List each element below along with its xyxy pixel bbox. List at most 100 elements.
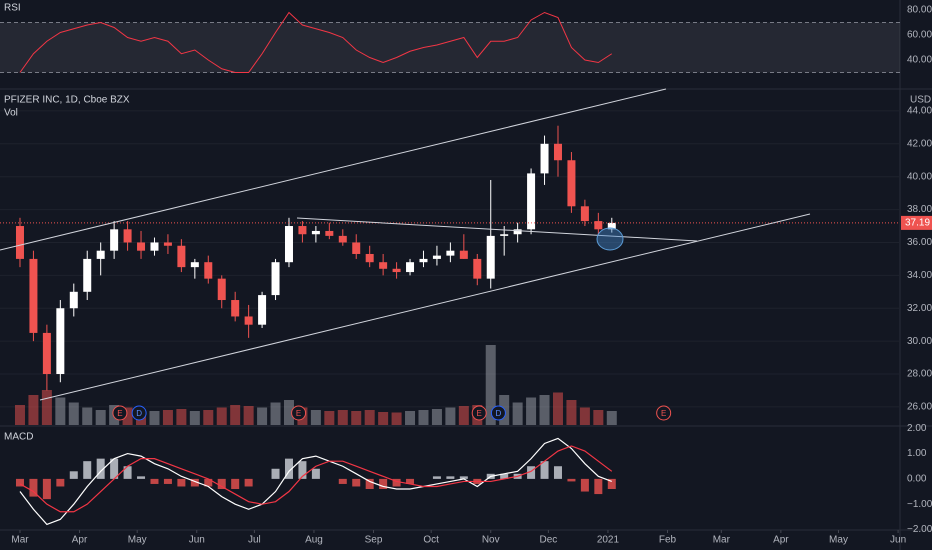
event-label: E bbox=[117, 409, 122, 418]
event-label: E bbox=[661, 409, 666, 418]
candle-body bbox=[123, 229, 132, 243]
macd-histogram-bar bbox=[284, 458, 293, 479]
event-marker bbox=[656, 405, 672, 421]
macd-histogram-bar bbox=[500, 473, 509, 479]
candle-body bbox=[298, 226, 307, 235]
macd-histogram-bar bbox=[311, 468, 320, 479]
macd-histogram-bar bbox=[163, 478, 172, 484]
volume-bar bbox=[593, 410, 604, 425]
candle-body bbox=[163, 242, 172, 246]
event-label: E bbox=[296, 409, 301, 418]
last-price-box bbox=[901, 215, 932, 230]
candle-body bbox=[325, 230, 334, 236]
candle-body bbox=[56, 308, 65, 375]
event-label: D bbox=[496, 409, 502, 418]
macd-histogram-bar bbox=[527, 466, 536, 479]
volume-bar bbox=[351, 411, 362, 425]
candle-body bbox=[365, 253, 374, 263]
macd-histogram-bar bbox=[177, 478, 186, 487]
event-label: D bbox=[136, 409, 142, 418]
y-tick-label: 60.00 bbox=[907, 30, 932, 41]
macd-histogram-bar bbox=[69, 471, 78, 479]
candle-body bbox=[96, 250, 105, 259]
event-marker bbox=[471, 405, 487, 421]
volume-bar bbox=[189, 411, 200, 425]
volume-bar bbox=[149, 411, 160, 425]
y-tick-label: 80.00 bbox=[907, 5, 932, 16]
macd-histogram-bar bbox=[190, 478, 199, 487]
y-tick-label: 30.00 bbox=[907, 336, 932, 347]
macd-histogram-bar bbox=[29, 478, 38, 497]
volume-bar bbox=[203, 410, 214, 425]
macd-histogram-bar bbox=[446, 476, 455, 479]
candle-body bbox=[110, 229, 119, 251]
x-tick-label: Apr bbox=[773, 535, 789, 546]
candle-body bbox=[284, 226, 293, 263]
macd-histogram-bar bbox=[338, 478, 347, 484]
x-tick-label: May bbox=[829, 535, 848, 546]
highlight-circle bbox=[596, 227, 624, 251]
candle-body bbox=[567, 160, 576, 207]
macd-histogram-bar bbox=[137, 476, 146, 479]
candle-body bbox=[513, 229, 522, 235]
event-marker bbox=[490, 405, 506, 421]
macd-histogram-bar bbox=[244, 478, 253, 487]
macd-histogram-bar bbox=[150, 478, 159, 484]
volume-bar bbox=[364, 410, 375, 425]
volume-bar bbox=[28, 395, 39, 425]
candle-body bbox=[392, 268, 401, 273]
y-tick-label: 26.00 bbox=[907, 402, 932, 413]
rsi-title: RSI bbox=[4, 3, 21, 14]
macd-histogram-bar bbox=[352, 478, 361, 487]
x-tick-label: Sep bbox=[365, 535, 383, 546]
candle-body bbox=[540, 143, 549, 174]
macd-histogram-bar bbox=[379, 478, 388, 490]
macd-histogram-bar bbox=[123, 466, 132, 479]
candle-body bbox=[15, 226, 24, 259]
macd-histogram-bar bbox=[392, 478, 401, 487]
candle-body bbox=[311, 230, 320, 235]
candle-body bbox=[42, 332, 51, 375]
macd-histogram-bar bbox=[607, 478, 616, 490]
x-tick-label: Aug bbox=[305, 535, 323, 546]
candle-body bbox=[29, 258, 38, 333]
macd-histogram-bar bbox=[15, 478, 24, 487]
candle-body bbox=[432, 255, 441, 259]
macd-histogram-bar bbox=[110, 458, 119, 479]
y-tick-label: 40.00 bbox=[907, 171, 932, 182]
macd-histogram-bar bbox=[553, 466, 562, 479]
candle-body bbox=[271, 262, 280, 296]
event-marker bbox=[131, 405, 147, 421]
volume-bar bbox=[176, 409, 187, 425]
volume-bar bbox=[82, 407, 93, 425]
event-marker bbox=[291, 405, 307, 421]
volume-bar bbox=[391, 412, 402, 425]
volume-bar bbox=[243, 406, 254, 425]
macd-histogram-bar bbox=[42, 478, 51, 500]
y-tick-label: 42.00 bbox=[907, 138, 932, 149]
rsi-band bbox=[0, 22, 900, 73]
candle-body bbox=[473, 258, 482, 279]
macd-histogram-bar bbox=[540, 461, 549, 479]
candle-body bbox=[379, 262, 388, 269]
trend-line bbox=[296, 217, 698, 242]
volume-bar bbox=[337, 410, 348, 425]
candle-body bbox=[500, 234, 509, 236]
candle-body bbox=[204, 262, 213, 279]
volume-bar bbox=[122, 407, 133, 425]
x-tick-label: Jun bbox=[890, 535, 906, 546]
chart-title: PFIZER INC, 1D, Cboe BZX bbox=[4, 95, 130, 106]
x-tick-label: Oct bbox=[423, 535, 439, 546]
candle-body bbox=[419, 258, 428, 263]
volume-bar bbox=[485, 345, 496, 425]
candle-body bbox=[83, 258, 92, 292]
candle-body bbox=[486, 235, 495, 279]
volume-bar bbox=[310, 410, 321, 425]
volume-title: Vol bbox=[4, 108, 18, 119]
volume-bar bbox=[405, 411, 416, 425]
y-tick-label: 2.00 bbox=[907, 423, 927, 434]
volume-bar bbox=[418, 410, 429, 425]
trend-line bbox=[39, 213, 811, 401]
macd-histogram-bar bbox=[217, 478, 226, 490]
